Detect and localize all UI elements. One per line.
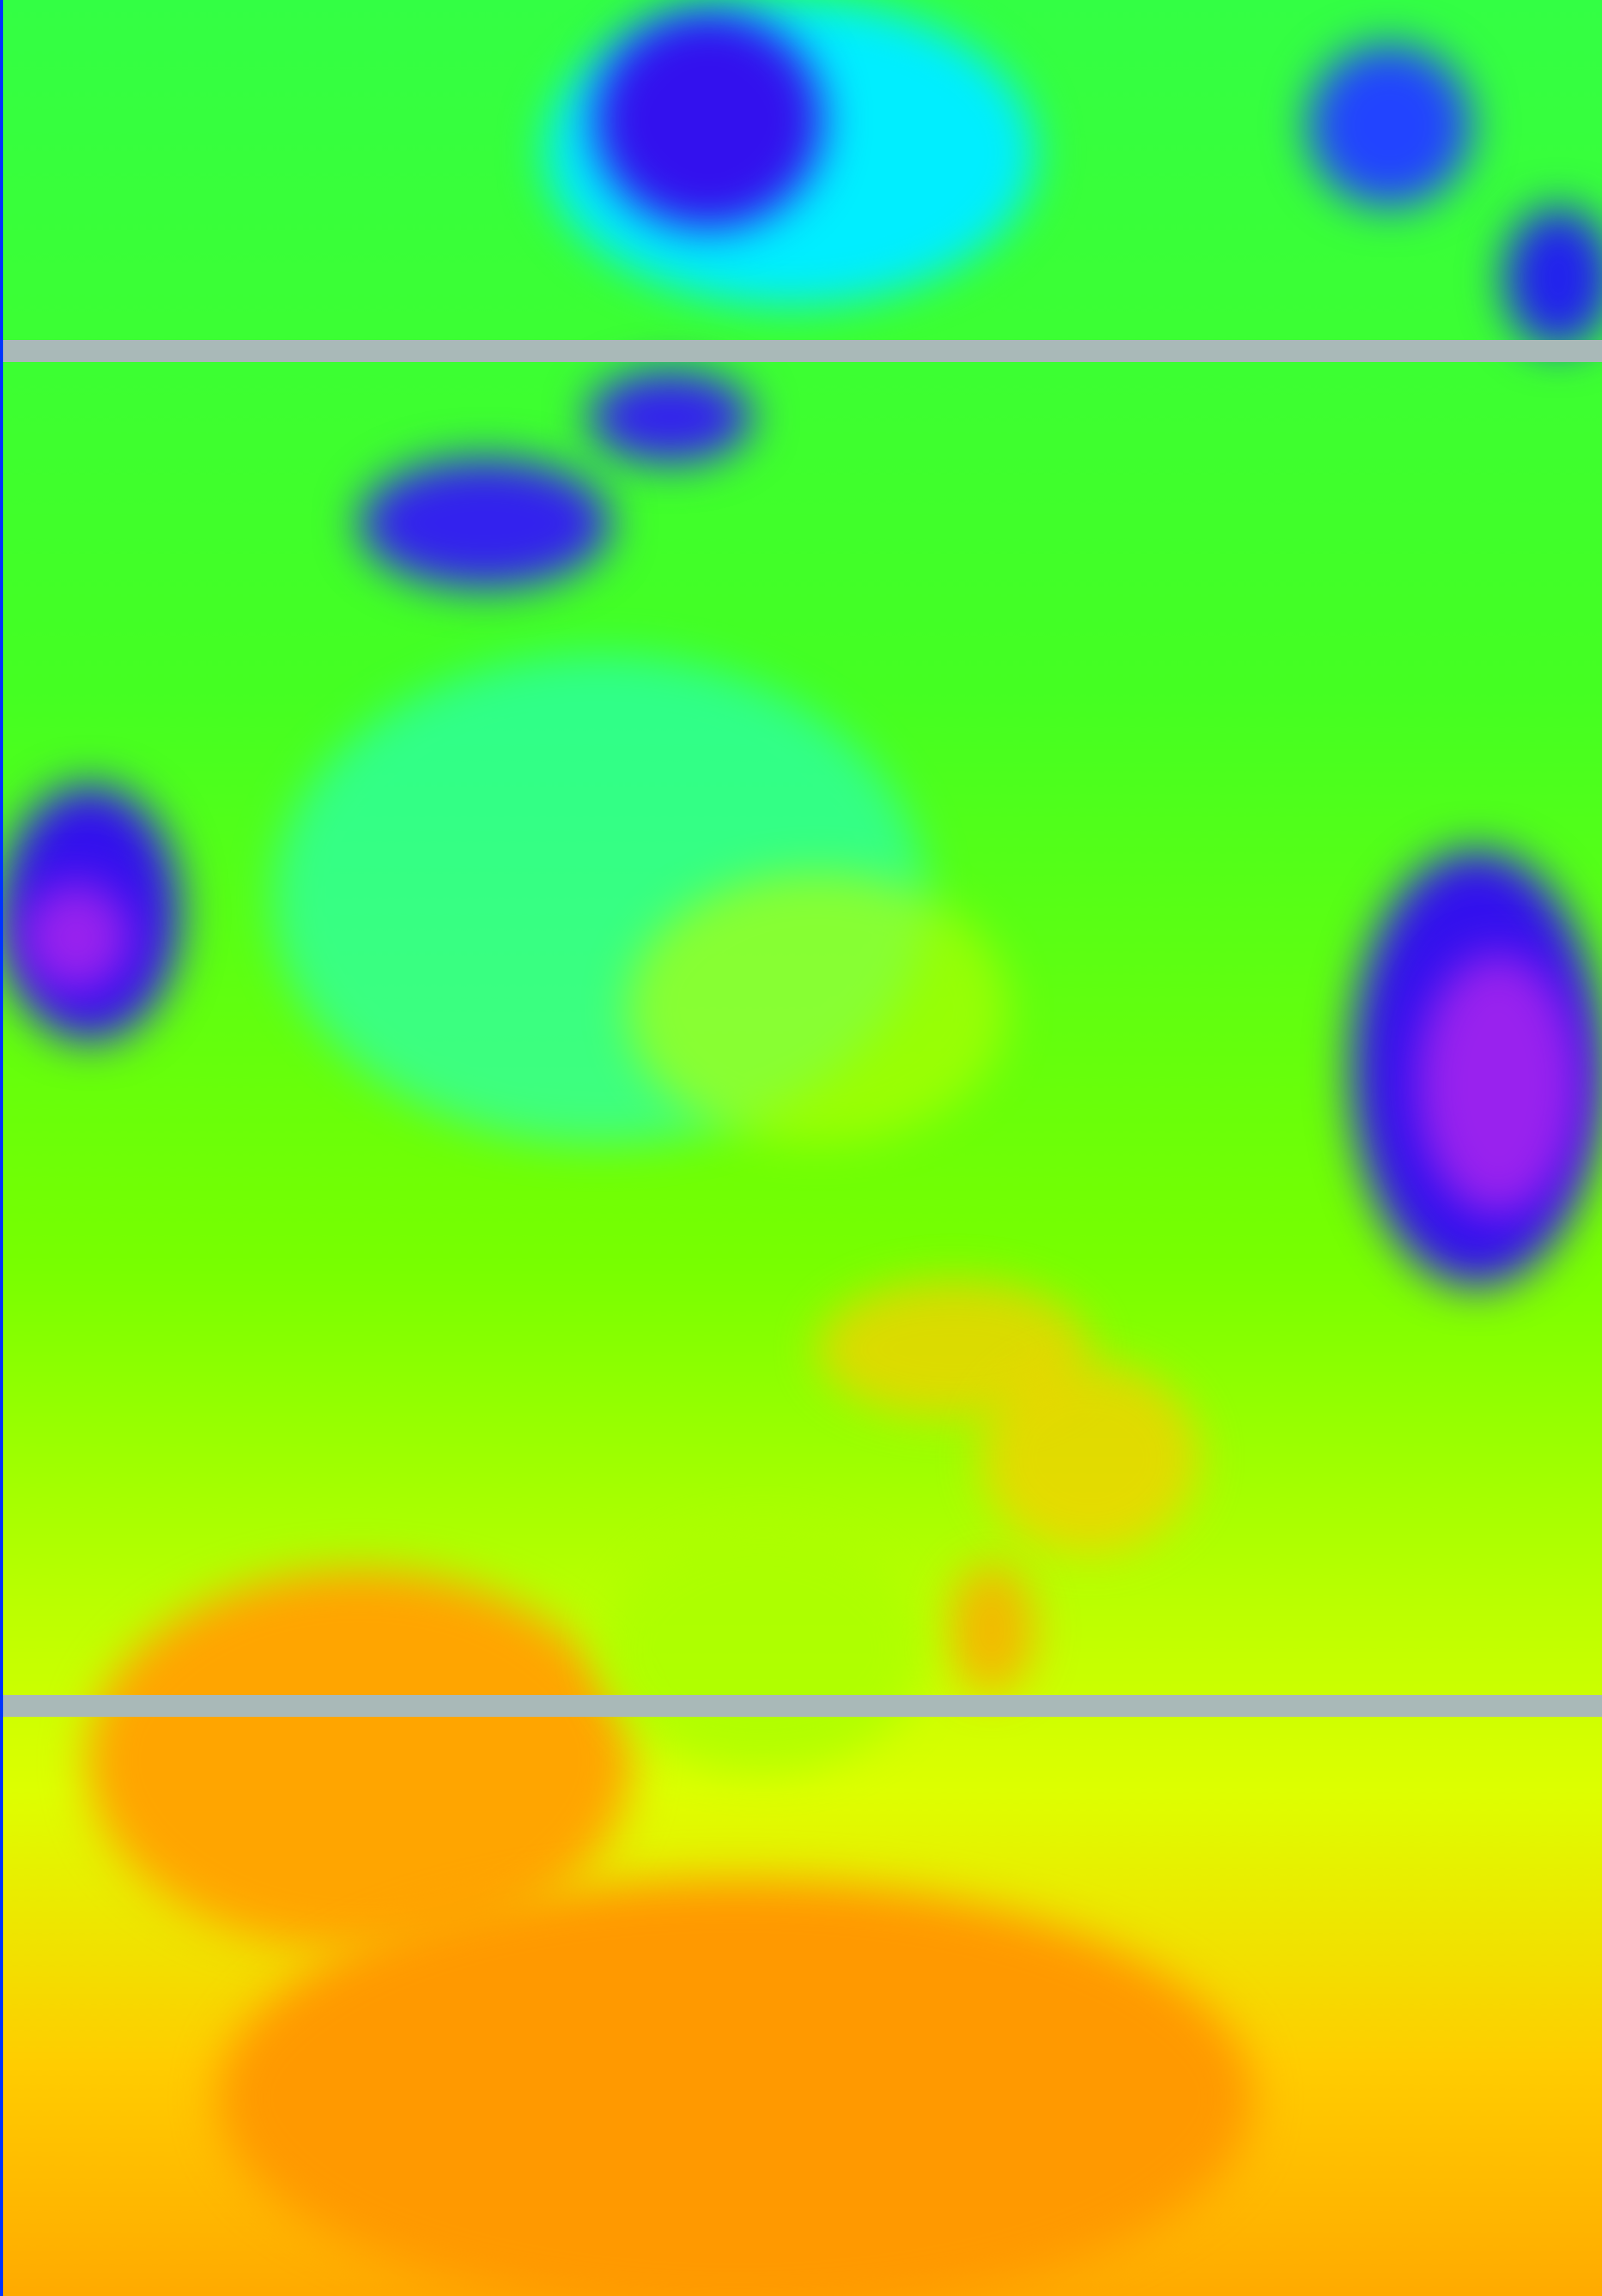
very-cold-east — [1417, 954, 1580, 1215]
north-africa-hot — [218, 1880, 1253, 2296]
scan-gap-upper — [0, 340, 1602, 362]
italy-warm — [981, 1362, 1199, 1553]
scan-gap-lower — [0, 1695, 1602, 1717]
sardinia-warm — [948, 1564, 1035, 1695]
very-cold-west — [22, 883, 131, 992]
cloud-cluster-west — [360, 458, 610, 589]
cold-cloud-north — [594, 11, 823, 229]
sea-cool — [599, 1526, 926, 1771]
cloud-cluster-mid — [588, 371, 752, 463]
cold-cloud-east-edge — [1504, 207, 1602, 349]
left-edge-stripe — [0, 0, 3, 2296]
cold-cloud-northeast — [1308, 44, 1471, 207]
iberia-hot — [87, 1570, 632, 1951]
warm-central — [627, 872, 1008, 1144]
